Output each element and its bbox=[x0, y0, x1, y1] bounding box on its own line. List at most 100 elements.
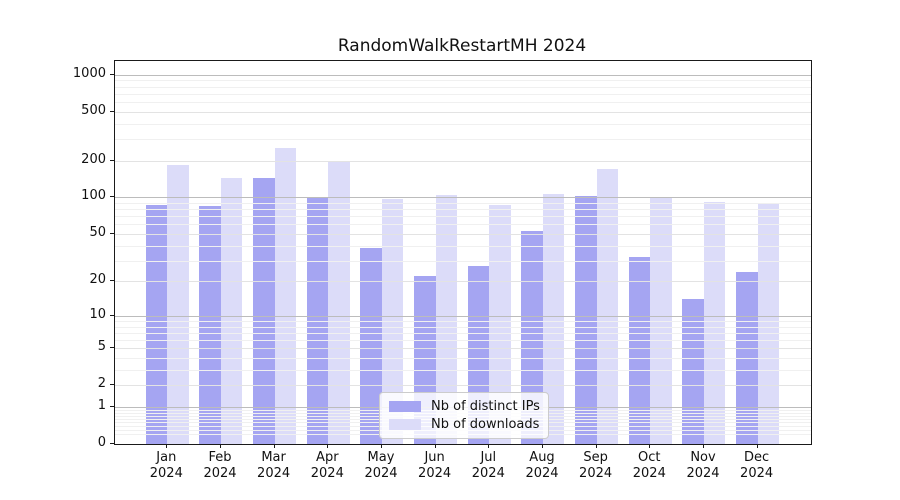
x-tick-year: 2024 bbox=[471, 466, 505, 481]
bar-distinct-ips bbox=[253, 178, 275, 444]
y-tick-label: 5 bbox=[97, 339, 106, 355]
x-tick-label: Dec 2024 bbox=[727, 450, 787, 482]
x-tick-mark bbox=[756, 444, 758, 448]
x-tick-year: 2024 bbox=[579, 466, 613, 481]
x-tick-mark bbox=[488, 444, 490, 448]
bar-downloads bbox=[757, 202, 780, 444]
y-tick-label: 2 bbox=[97, 376, 106, 392]
gridline-major bbox=[115, 74, 811, 76]
x-tick-year: 2024 bbox=[686, 466, 720, 481]
x-tick-mark bbox=[166, 444, 168, 448]
x-tick-month: Nov bbox=[690, 450, 716, 465]
y-tick-mark bbox=[110, 384, 114, 386]
x-tick-label: Jul 2024 bbox=[458, 450, 518, 482]
gridline-labeled bbox=[115, 111, 811, 113]
bar-distinct-ips bbox=[628, 257, 651, 444]
x-tick-mark bbox=[542, 444, 543, 448]
y-tick-mark bbox=[110, 110, 114, 112]
y-tick-mark bbox=[110, 73, 114, 75]
y-tick-mark bbox=[110, 443, 114, 444]
y-tick-label: 0 bbox=[97, 435, 106, 450]
bar-distinct-ips bbox=[360, 248, 382, 444]
y-tick-mark bbox=[110, 159, 114, 161]
x-tick-year: 2024 bbox=[525, 466, 559, 481]
bar-distinct-ips bbox=[682, 299, 704, 444]
x-tick-year: 2024 bbox=[632, 466, 666, 481]
y-tick-mark bbox=[110, 406, 114, 407]
y-tick-label: 20 bbox=[89, 272, 106, 288]
chart-title: RandomWalkRestartMH 2024 bbox=[337, 36, 587, 56]
x-tick-year: 2024 bbox=[310, 466, 344, 481]
bar-downloads bbox=[703, 201, 726, 444]
x-tick-month: Jul bbox=[480, 450, 497, 465]
x-tick-mark bbox=[220, 444, 221, 448]
x-tick-month: Sep bbox=[583, 450, 608, 465]
y-tick-label: 500 bbox=[81, 102, 106, 118]
bar-downloads bbox=[596, 169, 619, 444]
y-tick-label: 1000 bbox=[72, 65, 106, 81]
x-tick-month: Oct bbox=[638, 450, 661, 465]
y-tick-mark bbox=[110, 280, 114, 282]
x-tick-month: May bbox=[367, 450, 395, 465]
bar-distinct-ips bbox=[736, 272, 758, 444]
y-tick-label: 1 bbox=[97, 398, 106, 413]
y-tick-mark bbox=[110, 347, 114, 349]
y-tick-mark bbox=[110, 314, 114, 316]
x-tick-year: 2024 bbox=[740, 466, 774, 481]
x-tick-year: 2024 bbox=[364, 466, 398, 481]
x-tick-label: Jun 2024 bbox=[405, 450, 465, 482]
gridline-minor bbox=[115, 86, 811, 88]
x-tick-mark bbox=[381, 444, 382, 448]
legend-label-distinct-ips: Nb of distinct IPs bbox=[431, 399, 540, 414]
legend-item-distinct-ips: Nb of distinct IPs bbox=[380, 399, 548, 414]
x-tick-year: 2024 bbox=[149, 466, 183, 481]
gridline-minor bbox=[115, 139, 811, 140]
bar-downloads bbox=[167, 164, 189, 444]
bar-downloads bbox=[274, 147, 297, 444]
legend-swatch-distinct-ips bbox=[389, 401, 421, 412]
x-tick-label: Sep 2024 bbox=[566, 450, 626, 482]
gridline-labeled bbox=[115, 160, 811, 162]
bar-downloads bbox=[542, 193, 565, 444]
bar-downloads bbox=[489, 204, 511, 444]
legend: Nb of distinct IPs Nb of downloads bbox=[379, 392, 549, 439]
y-tick-label: 50 bbox=[89, 224, 106, 240]
x-tick-mark bbox=[434, 444, 436, 448]
gridline-minor bbox=[115, 102, 811, 103]
x-tick-mark bbox=[595, 444, 597, 448]
x-tick-month: Aug bbox=[529, 450, 555, 465]
x-tick-label: Feb 2024 bbox=[190, 450, 250, 482]
x-tick-month: Jun bbox=[424, 450, 445, 465]
bar-downloads bbox=[220, 177, 243, 444]
x-tick-month: Dec bbox=[744, 450, 770, 465]
gridline-minor bbox=[115, 123, 811, 125]
bar-downloads bbox=[328, 161, 350, 444]
y-tick-label: 100 bbox=[81, 188, 106, 204]
x-tick-label: May 2024 bbox=[351, 450, 411, 482]
x-tick-mark bbox=[703, 444, 704, 448]
x-tick-year: 2024 bbox=[203, 466, 237, 481]
x-tick-month: Apr bbox=[316, 450, 339, 465]
bar-distinct-ips bbox=[145, 204, 168, 444]
y-tick-label: 200 bbox=[81, 151, 106, 167]
bar-downloads bbox=[650, 196, 672, 444]
x-tick-year: 2024 bbox=[257, 466, 291, 481]
gridline-minor bbox=[115, 93, 811, 95]
x-tick-label: Nov 2024 bbox=[673, 450, 733, 482]
x-tick-label: Apr 2024 bbox=[297, 450, 357, 482]
bar-distinct-ips bbox=[306, 198, 329, 444]
gridline-major bbox=[115, 197, 811, 199]
legend-swatch-downloads bbox=[389, 419, 421, 430]
x-tick-label: Jan 2024 bbox=[136, 450, 196, 482]
bar-distinct-ips bbox=[199, 205, 221, 444]
x-tick-year: 2024 bbox=[418, 466, 452, 481]
gridline-minor bbox=[115, 80, 811, 82]
x-tick-month: Jan bbox=[156, 450, 177, 465]
x-tick-label: Oct 2024 bbox=[619, 450, 679, 482]
x-tick-month: Feb bbox=[208, 450, 232, 465]
x-tick-mark bbox=[649, 444, 651, 448]
x-tick-mark bbox=[327, 444, 329, 448]
legend-item-downloads: Nb of downloads bbox=[380, 417, 548, 432]
y-tick-label: 10 bbox=[89, 306, 106, 322]
